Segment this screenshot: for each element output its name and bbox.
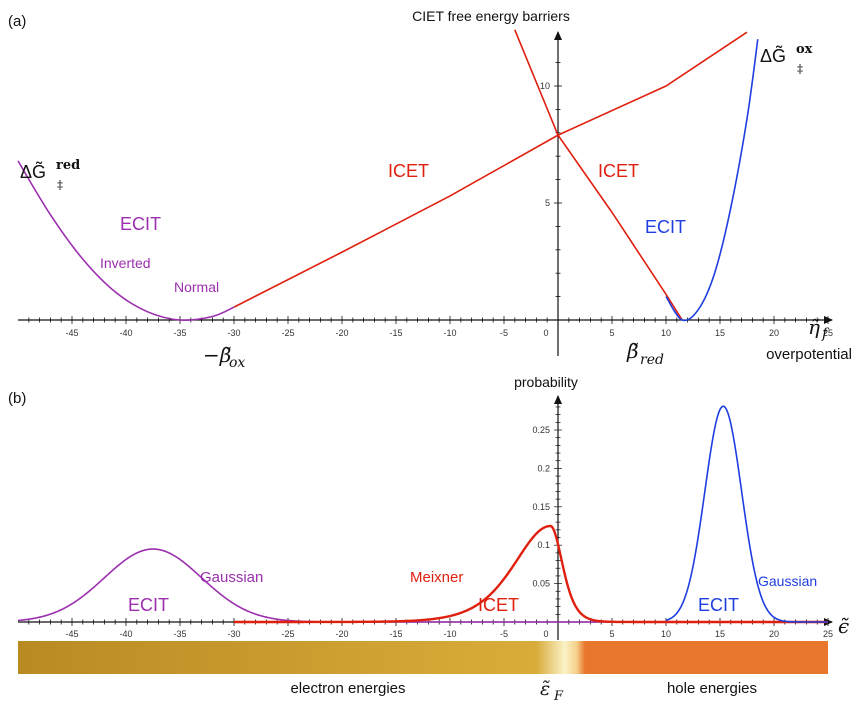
x-tick-label: -20 — [335, 328, 348, 338]
x-tick-label: -45 — [65, 328, 78, 338]
eta-symbol: η̃ — [808, 315, 820, 339]
overpotential-label: overpotential — [766, 346, 852, 363]
eta-f-label: η̃ f — [808, 315, 830, 342]
icet-label-b: ICET — [478, 595, 519, 615]
ecit-left-label-b: ECIT — [128, 595, 169, 615]
ecit-right-label-a: ECIT — [645, 217, 686, 237]
series-line-a-1 — [233, 31, 748, 308]
panel-b-curves — [17, 405, 828, 624]
y-tick-label: 5 — [545, 198, 550, 208]
x-tick-label: -35 — [173, 328, 186, 338]
panel-b: (b) probability -45 -40 -35 -30 -25 -20 -15 -10… — [8, 374, 849, 701]
x-tick-label: -35 — [173, 629, 186, 639]
delta-g-red-sup: red — [56, 158, 80, 173]
neg-beta-ox-symbol: −β̃ — [203, 343, 231, 367]
ecit-right-label-b: ECIT — [698, 595, 739, 615]
x-tick-label: -40 — [119, 629, 132, 639]
gaussian-left-label: Gaussian — [200, 569, 263, 586]
y-tick-label: 10 — [540, 81, 550, 91]
x-tick-label: 25 — [823, 328, 833, 338]
x-tick-label: 10 — [661, 328, 671, 338]
x-tick-label: -40 — [119, 328, 132, 338]
electron-energies-label: electron energies — [290, 680, 405, 697]
y-tick-label: 0.25 — [532, 425, 550, 435]
delta-g-ox-label: ΔG̃ ox ‡ — [760, 42, 813, 76]
y-tick-label: 0.1 — [537, 540, 550, 550]
x-tick-label: 0 — [543, 629, 548, 639]
x-tick-label: 25 — [823, 629, 833, 639]
fermi-symbol: ε̃ — [540, 678, 550, 700]
delta-g-red-label: ΔG̃ red ‡ — [20, 158, 80, 192]
x-tick-label: 15 — [715, 328, 725, 338]
x-tick-label: -5 — [500, 629, 508, 639]
neg-beta-ox-label: −β̃ ox — [203, 343, 245, 371]
x-tick-label: 20 — [769, 328, 779, 338]
neg-beta-ox-sub: ox — [229, 355, 245, 371]
icet-left-label-a: ICET — [388, 161, 429, 181]
x-tick-label: 15 — [715, 629, 725, 639]
ecit-left-label-a: ECIT — [120, 214, 161, 234]
x-tick-label: -15 — [389, 328, 402, 338]
delta-g-ox-sup: ox — [796, 42, 813, 57]
y-tick-label: 0.05 — [532, 579, 550, 589]
x-tick-label: -5 — [500, 328, 508, 338]
panel-a-x-ticks: -45 -40 -35 -30 -25 -20 -15 -10 -5 5 10 15 20 25 0 — [28, 316, 833, 338]
gaussian-right-label: Gaussian — [758, 573, 817, 589]
panel-a-title: CIET free energy barriers — [412, 8, 570, 24]
epsilon-symbol: ϵ̃ — [838, 614, 849, 638]
panel-b-y-ticks: 0.05 0.1 0.15 0.2 0.25 — [532, 406, 562, 615]
fermi-label: ε̃ F — [540, 678, 564, 701]
delta-g-red-prefix: ΔG̃ — [20, 161, 46, 182]
series-line-a-0 — [17, 160, 235, 321]
x-tick-label: -30 — [227, 328, 240, 338]
hole-energies-label: hole energies — [667, 680, 757, 697]
meixner-label: Meixner — [410, 569, 463, 586]
x-tick-label: 0 — [543, 328, 548, 338]
panel-a-label: (a) — [8, 13, 26, 30]
series-line-a-3 — [665, 39, 759, 322]
x-tick-label: -25 — [281, 328, 294, 338]
icet-right-label-a: ICET — [598, 161, 639, 181]
beta-red-label: β̃ red — [626, 339, 664, 368]
x-tick-label: -20 — [335, 629, 348, 639]
delta-g-red-sub: ‡ — [57, 178, 63, 192]
delta-g-ox-prefix: ΔG̃ — [760, 45, 786, 66]
x-tick-label: -15 — [389, 629, 402, 639]
x-tick-label: -30 — [227, 629, 240, 639]
inverted-label: Inverted — [100, 255, 151, 271]
y-tick-label: 0.15 — [532, 502, 550, 512]
x-tick-label: -45 — [65, 629, 78, 639]
panel-a: (a) CIET free energy barriers -45 -40 -35-… — [8, 8, 852, 371]
x-tick-label: -25 — [281, 629, 294, 639]
eta-sub: f — [821, 326, 830, 342]
beta-red-symbol: β̃ — [626, 339, 639, 363]
energy-band — [18, 641, 828, 674]
epsilon-axis-label: ϵ̃ — [838, 614, 849, 638]
y-tick-label: 0.2 — [537, 463, 550, 473]
panel-a-y-ticks: 5 10 — [540, 38, 562, 298]
x-tick-label: 20 — [769, 629, 779, 639]
svg-text:ΔG̃: ΔG̃ — [20, 161, 46, 182]
x-tick-label: 5 — [609, 328, 614, 338]
panel-b-label: (b) — [8, 390, 26, 407]
normal-label: Normal — [174, 279, 219, 295]
panel-a-curves — [17, 29, 759, 322]
x-tick-label: -10 — [443, 629, 456, 639]
fermi-sub: F — [553, 689, 564, 701]
x-tick-label: -10 — [443, 328, 456, 338]
x-tick-label: 10 — [661, 629, 671, 639]
x-tick-label: 5 — [609, 629, 614, 639]
panel-b-y-title: probability — [514, 374, 578, 390]
series-line-b-1 — [234, 524, 828, 624]
series-line-b-2 — [665, 405, 828, 623]
series-line-a-2 — [514, 29, 683, 321]
svg-text:ΔG̃: ΔG̃ — [760, 45, 786, 66]
delta-g-ox-sub: ‡ — [797, 62, 803, 76]
beta-red-sub: red — [640, 352, 664, 368]
